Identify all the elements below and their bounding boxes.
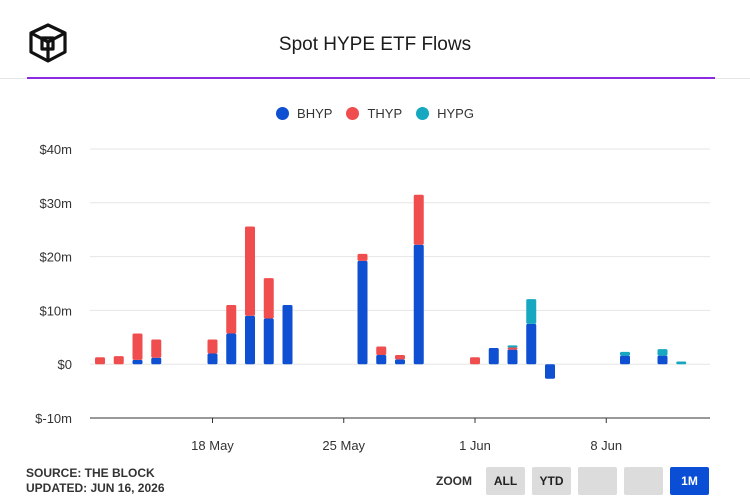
source-text: SOURCE: THE BLOCK bbox=[26, 466, 155, 480]
legend-marker-hypg bbox=[416, 107, 430, 120]
bar-bhyp bbox=[376, 355, 387, 365]
bar-bhyp bbox=[526, 323, 537, 365]
footer-source: SOURCE: THE BLOCK UPDATED: JUN 16, 2026 bbox=[26, 466, 165, 496]
legend-label-hypg: HYPG bbox=[437, 106, 474, 121]
legend-label-thyp: THYP bbox=[367, 106, 403, 121]
x-tick-label: 25 May bbox=[322, 438, 365, 453]
bar-thyp bbox=[376, 346, 387, 356]
legend-label-bhyp: BHYP bbox=[297, 106, 333, 121]
bar-thyp bbox=[95, 357, 105, 365]
y-tick-label: $-10m bbox=[35, 411, 72, 426]
zoom-all-button[interactable]: ALL bbox=[486, 467, 525, 495]
x-tick-label: 18 May bbox=[191, 438, 234, 453]
bar-hypg bbox=[657, 349, 668, 356]
updated-text: UPDATED: JUN 16, 2026 bbox=[26, 481, 165, 495]
bar-thyp bbox=[151, 339, 162, 358]
bar-thyp bbox=[132, 333, 143, 360]
zoom-1m-button[interactable]: 1M bbox=[670, 467, 709, 495]
bar-bhyp bbox=[226, 333, 237, 365]
y-tick-label: $30m bbox=[39, 196, 72, 211]
bar-bhyp bbox=[395, 359, 405, 365]
bar-bhyp bbox=[207, 353, 218, 365]
bar-thyp bbox=[413, 194, 424, 245]
bar-bhyp bbox=[245, 315, 255, 365]
the-block-cube-logo bbox=[27, 22, 69, 64]
bar-thyp bbox=[226, 305, 237, 334]
y-tick-label: $0 bbox=[58, 357, 72, 372]
bar-thyp bbox=[113, 356, 124, 365]
bar-bhyp bbox=[151, 357, 162, 365]
etf-flows-chart: $-10m $0 $10m $20m $30m $40m 18 May 25 May 1 Jun… bbox=[35, 142, 710, 453]
bar-hypg bbox=[620, 351, 630, 356]
chart-legend: BHYP THYP HYPG bbox=[0, 106, 750, 121]
y-tick-label: $40m bbox=[39, 142, 72, 157]
bar-thyp bbox=[245, 226, 255, 316]
bar-bhyp bbox=[263, 318, 274, 365]
legend-marker-thyp bbox=[346, 107, 360, 120]
page-title: Spot HYPE ETF Flows bbox=[278, 34, 472, 55]
bar-bhyp bbox=[132, 359, 143, 365]
bar-thyp bbox=[507, 347, 518, 350]
zoom-label: ZOOM bbox=[436, 474, 472, 488]
legend-marker-bhyp bbox=[276, 107, 290, 120]
bar-thyp bbox=[263, 278, 274, 319]
bar-bhyp bbox=[413, 244, 424, 365]
bar-thyp bbox=[395, 355, 405, 360]
bar-bhyp bbox=[545, 364, 555, 379]
bar-bhyp bbox=[357, 260, 368, 365]
bar-bhyp bbox=[282, 305, 293, 365]
bar-hypg bbox=[676, 361, 687, 365]
bar-bhyp bbox=[507, 349, 518, 365]
bar-hypg bbox=[526, 299, 537, 324]
legend-item-thyp[interactable]: THYP bbox=[346, 106, 402, 121]
y-tick-label: $10m bbox=[39, 303, 72, 318]
y-tick-label: $20m bbox=[39, 250, 72, 265]
bar-bhyp bbox=[657, 355, 668, 365]
chart-header: Spot HYPE ETF Flows bbox=[0, 0, 750, 80]
bar-hypg bbox=[507, 345, 518, 348]
x-tick-label: 8 Jun bbox=[590, 438, 622, 453]
zoom-blank-button-2[interactable] bbox=[624, 467, 663, 495]
bar-bhyp bbox=[488, 348, 499, 365]
legend-item-hypg[interactable]: HYPG bbox=[416, 106, 474, 121]
x-tick-label: 1 Jun bbox=[459, 438, 491, 453]
zoom-controls: ZOOM ALL YTD 1M bbox=[436, 467, 716, 495]
bar-bhyp bbox=[620, 355, 630, 365]
legend-item-bhyp[interactable]: BHYP bbox=[276, 106, 332, 121]
bar-thyp bbox=[207, 339, 218, 354]
zoom-ytd-button[interactable]: YTD bbox=[532, 467, 571, 495]
zoom-blank-button-1[interactable] bbox=[578, 467, 617, 495]
bar-thyp bbox=[470, 357, 480, 365]
bar-thyp bbox=[357, 253, 368, 261]
title-accent-rule bbox=[27, 77, 715, 79]
